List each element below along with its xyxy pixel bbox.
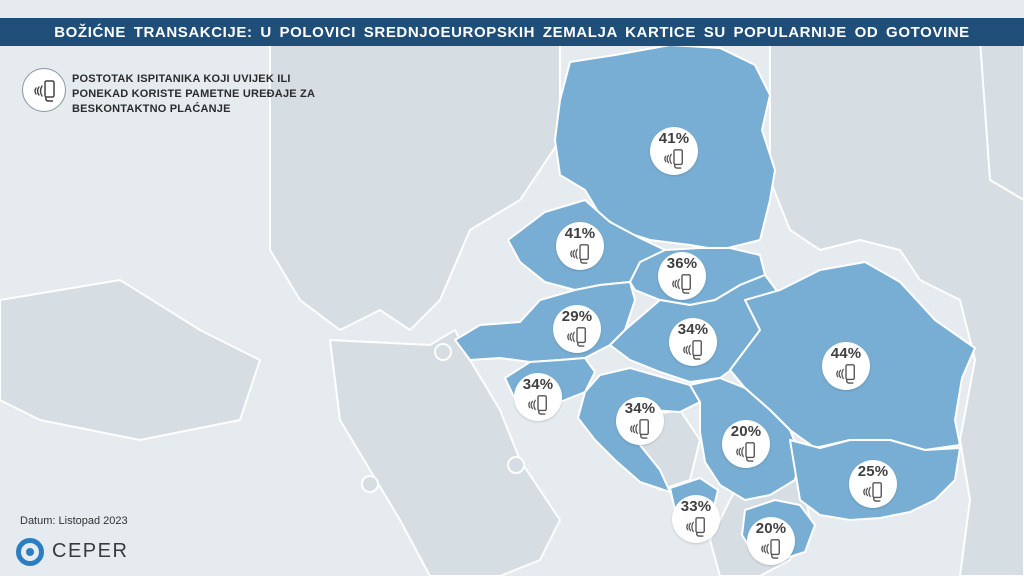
contactless-phone-icon [683,340,702,360]
marker-montenegro: 33% [672,495,720,543]
date-label: Datum: Listopad 2023 [20,515,128,527]
marker-value: 25% [857,463,889,480]
contactless-phone-icon [664,149,683,169]
background-land [0,39,1024,576]
marker-hungary: 34% [669,318,717,366]
marker-austria: 29% [553,305,601,353]
marker-bulgaria: 25% [849,460,897,508]
marker-value: 33% [680,498,712,515]
legend: POSTOTAK ISPITANIKA KOJI UVIJEK ILI PONE… [22,68,322,148]
legend-badge [22,68,66,112]
marker-slovenia: 34% [514,373,562,421]
contactless-phone-icon [761,539,780,559]
ceper-logo: CEPER [16,538,156,566]
page-title: BOŽIĆNE TRANSAKCIJE: U POLOVICI SREDNJOE… [54,23,970,41]
marker-value: 44% [830,345,862,362]
marker-value: 41% [564,225,596,242]
marker-slovakia: 36% [658,252,706,300]
contactless-phone-icon [528,395,547,415]
marker-value: 20% [730,423,762,440]
marker-czechia: 41% [556,222,604,270]
contactless-phone-icon [836,364,855,384]
contactless-phone-icon [736,442,755,462]
marker-value: 34% [624,400,656,417]
contactless-phone-icon [672,274,691,294]
marker-value: 36% [666,255,698,272]
logo-ring-icon [16,538,44,566]
marker-croatia: 34% [616,397,664,445]
contactless-phone-icon [630,419,649,439]
marker-value: 41% [658,130,690,147]
contactless-phone-icon [570,244,589,264]
contactless-phone-icon [34,80,55,102]
marker-value: 34% [522,376,554,393]
logo-text: CEPER [52,540,129,562]
marker-poland: 41% [650,127,698,175]
contactless-phone-icon [567,327,586,347]
title-bar: BOŽIĆNE TRANSAKCIJE: U POLOVICI SREDNJOE… [0,18,1024,46]
marker-value: 34% [677,321,709,338]
marker-romania: 44% [822,342,870,390]
contactless-phone-icon [863,482,882,502]
marker-value: 20% [755,520,787,537]
microstate-circles [361,343,525,493]
marker-serbia: 20% [722,420,770,468]
marker-value: 29% [561,308,593,325]
marker-north-macedonia: 20% [747,517,795,565]
contactless-phone-icon [686,517,705,537]
legend-text: POSTOTAK ISPITANIKA KOJI UVIJEK ILI PONE… [72,73,315,115]
